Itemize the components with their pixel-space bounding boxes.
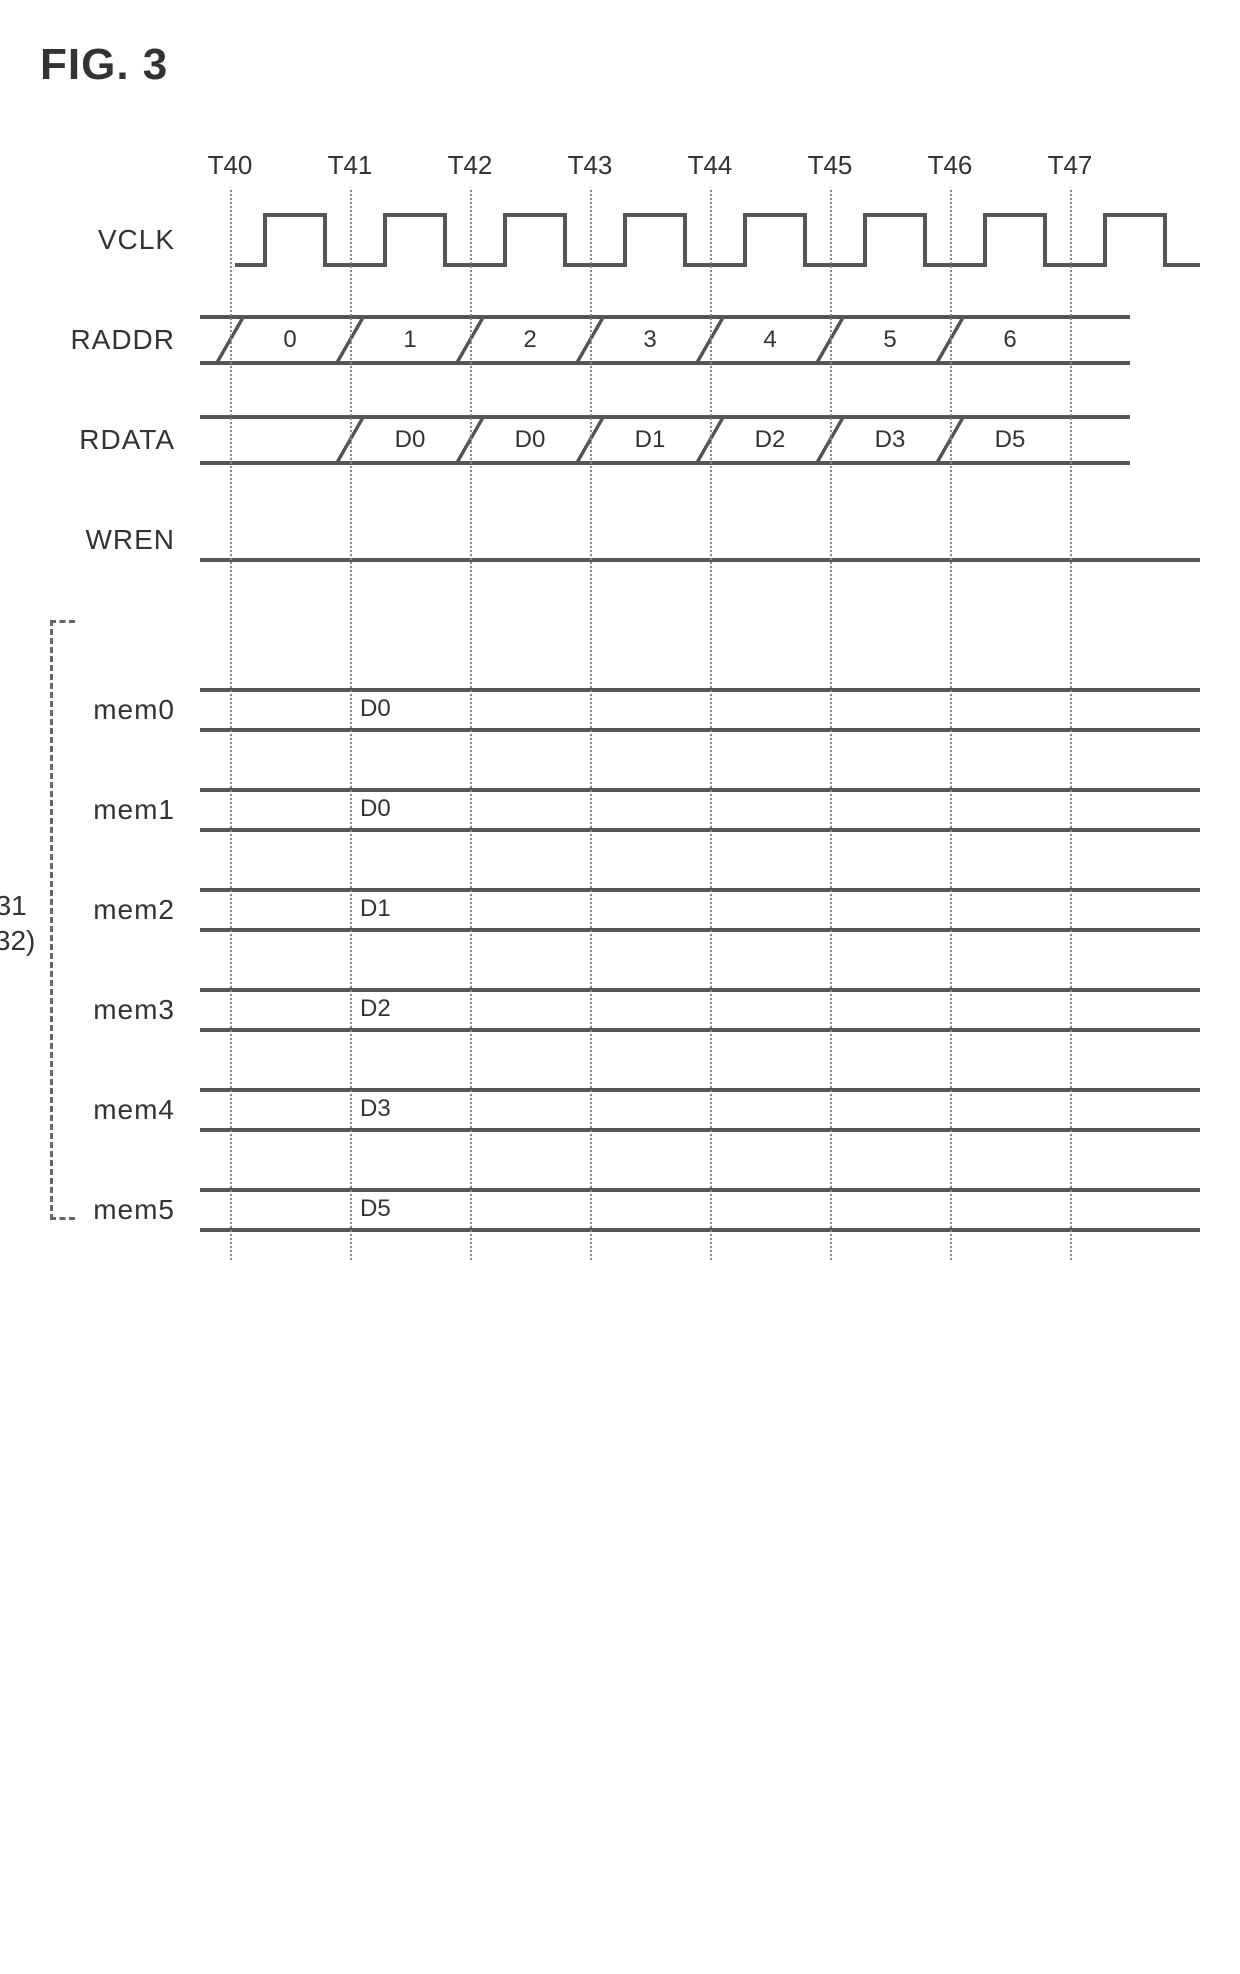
bus-post: [1070, 415, 1130, 465]
bus-cell: D1: [590, 415, 710, 465]
time-marker: T43: [568, 150, 613, 181]
memory-bracket: [50, 620, 75, 1220]
time-guide: [950, 190, 952, 1260]
bus-cell: 3: [590, 315, 710, 365]
time-guide: [830, 190, 832, 1260]
time-guide: [1070, 190, 1072, 1260]
mem4-value: D3: [354, 1090, 397, 1128]
bus-cell: D5: [950, 415, 1070, 465]
bus-cell: 6: [950, 315, 1070, 365]
time-marker: T46: [928, 150, 973, 181]
bus-cell: 2: [470, 315, 590, 365]
bus-cell: 1: [350, 315, 470, 365]
bus-cell: 5: [830, 315, 950, 365]
bus-cell: D0: [350, 415, 470, 465]
time-marker: T41: [328, 150, 373, 181]
memory-group-ref-bottom: (132): [0, 925, 35, 957]
time-guide: [470, 190, 472, 1260]
time-guide: [590, 190, 592, 1260]
bus-pre: [200, 415, 350, 465]
bus-cell: 0: [230, 315, 350, 365]
mem0-value: D0: [354, 690, 397, 728]
bus-cell: D3: [830, 415, 950, 465]
time-guide: [230, 190, 232, 1260]
time-marker: T42: [448, 150, 493, 181]
raddr-bus: 0123456: [200, 315, 1130, 365]
label-raddr: RADDR: [40, 290, 200, 390]
mem2-value: D1: [354, 890, 397, 928]
chart-area: T40T41T42T43T44T45T46T47 0123456 D0D0D1D…: [200, 150, 1200, 1260]
time-marker: T40: [208, 150, 253, 181]
time-markers: T40 T41 T42 T43 T44 T45 T46 T47: [200, 150, 1200, 190]
mem3-value: D2: [354, 990, 397, 1028]
time-marker: T45: [808, 150, 853, 181]
figure-title: FIG. 3: [40, 40, 1200, 90]
label-wren: WREN: [40, 490, 200, 590]
time-marker: T47: [1048, 150, 1093, 181]
mem1-value: D0: [354, 790, 397, 828]
timing-diagram: VCLK RADDR RDATA WREN mem0 mem1 mem2 mem…: [40, 150, 1200, 1260]
mem5-value: D5: [354, 1190, 397, 1228]
signal-labels-column: VCLK RADDR RDATA WREN mem0 mem1 mem2 mem…: [40, 150, 200, 1260]
label-vclk: VCLK: [40, 190, 200, 290]
time-marker: T44: [688, 150, 733, 181]
rdata-bus: D0D0D1D2D3D5: [200, 415, 1130, 465]
time-guide: [350, 190, 352, 1260]
label-rdata: RDATA: [40, 390, 200, 490]
memory-group-ref-top: 131: [0, 890, 27, 922]
bus-cell: 4: [710, 315, 830, 365]
bus-cell: D0: [470, 415, 590, 465]
time-guide: [710, 190, 712, 1260]
bus-cell: D2: [710, 415, 830, 465]
bus-post: [1070, 315, 1130, 365]
